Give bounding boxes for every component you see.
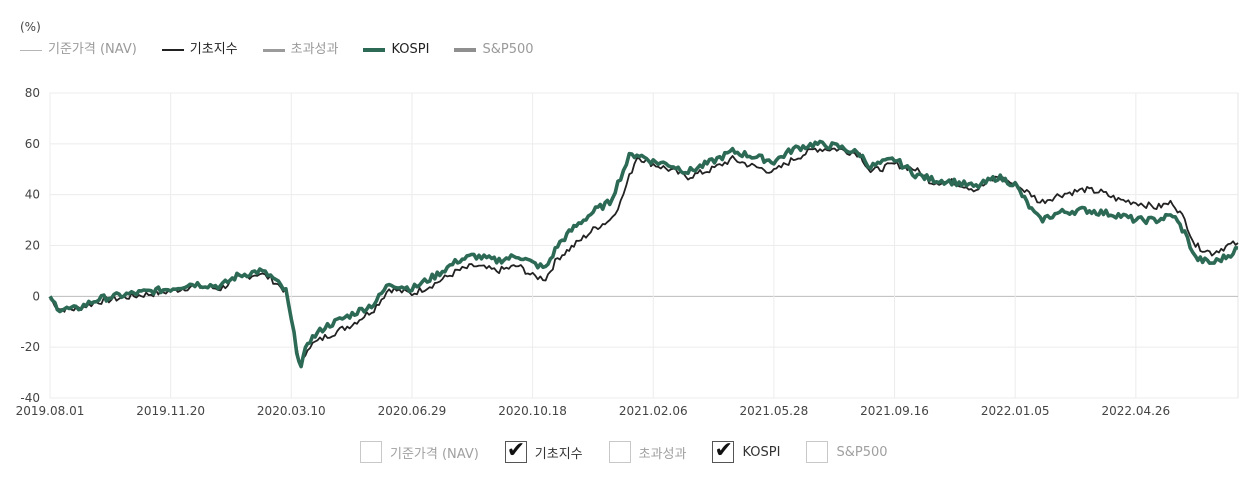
- series-line-kospi: [48, 139, 1239, 369]
- legend-label-sp500: S&P500: [482, 42, 534, 57]
- x-tick-label: 2019.08.01: [16, 404, 85, 418]
- toggle-label-sp500: S&P500: [836, 444, 888, 460]
- legend-item-kospi: KOSPI: [363, 41, 429, 59]
- legend-label-nav: 기준가격 (NAV): [48, 42, 137, 57]
- y-tick-label: -40: [20, 391, 40, 405]
- x-tick-label: 2021.09.16: [860, 404, 929, 418]
- x-tick-label: 2020.03.10: [257, 404, 326, 418]
- y-tick-label: 80: [25, 86, 40, 100]
- checkbox-icon[interactable]: [806, 441, 829, 463]
- checkbox-icon[interactable]: ✔: [504, 438, 527, 463]
- chart-legend: 기준가격 (NAV) 기초지수 초과성과 KOSPI S&P500: [20, 41, 559, 59]
- legend-item-nav: 기준가격 (NAV): [20, 41, 137, 59]
- legend-label-base-index: 기초지수: [189, 42, 238, 57]
- checkbox-icon[interactable]: [360, 441, 382, 463]
- toggle-sp500[interactable]: S&P500: [806, 441, 888, 463]
- toggle-kospi[interactable]: ✔ KOSPI: [712, 438, 781, 463]
- legend-item-base-index: 기초지수: [161, 41, 238, 59]
- legend-swatch-excess-return: [262, 48, 285, 52]
- x-tick-label: 2019.11.20: [136, 404, 205, 418]
- line-chart: 80 60 40 20 0 -20 -40 2019.08.01 2019.11.20 2020…: [16, 86, 1239, 418]
- legend-label-kospi: KOSPI: [391, 42, 430, 57]
- checkbox-icon[interactable]: ✔: [712, 438, 735, 463]
- legend-item-sp500: S&P500: [454, 41, 534, 59]
- legend-swatch-base-index: [161, 49, 184, 51]
- toggle-label-excess-return: 초과성과: [638, 446, 687, 462]
- legend-swatch-sp500: [454, 48, 477, 52]
- legend-label-excess-return: 초과성과: [290, 42, 339, 57]
- checkmark-icon: ✔: [714, 438, 733, 463]
- legend-swatch-kospi: [363, 48, 386, 52]
- y-tick-label: 60: [25, 137, 40, 151]
- legend-swatch-nav: [20, 49, 42, 51]
- y-tick-label: -20: [20, 340, 40, 354]
- x-tick-label: 2021.02.06: [619, 404, 688, 418]
- x-tick-label: 2022.04.26: [1101, 404, 1170, 418]
- chart-series: [48, 139, 1239, 369]
- y-tick-label: 20: [25, 239, 40, 253]
- x-tick-label: 2021.05.28: [740, 404, 809, 418]
- toggle-excess-return[interactable]: 초과성과: [608, 441, 687, 463]
- toggle-label-nav: 기준가격 (NAV): [390, 446, 479, 462]
- y-axis-unit-label: (%): [20, 20, 41, 34]
- chart-grid: [49, 92, 1239, 399]
- series-toggle-bar: 기준가격 (NAV) ✔ 기초지수 초과성과 ✔ KOSPI S&P500: [360, 438, 914, 463]
- x-tick-label: 2020.06.29: [378, 404, 447, 418]
- checkbox-icon[interactable]: [608, 441, 631, 463]
- toggle-nav[interactable]: 기준가격 (NAV): [360, 441, 479, 463]
- series-line-base-index: [49, 147, 1239, 367]
- y-axis-ticks: 80 60 40 20 0 -20 -40: [20, 86, 40, 405]
- checkmark-icon: ✔: [506, 438, 526, 463]
- toggle-label-kospi: KOSPI: [742, 444, 781, 460]
- legend-item-excess-return: 초과성과: [262, 41, 339, 59]
- y-tick-label: 40: [25, 188, 40, 202]
- toggle-base-index[interactable]: ✔ 기초지수: [504, 438, 583, 463]
- x-tick-label: 2020.10.18: [498, 404, 567, 418]
- y-tick-label: 0: [32, 289, 40, 303]
- x-tick-label: 2022.01.05: [981, 404, 1050, 418]
- x-axis-ticks: 2019.08.01 2019.11.20 2020.03.10 2020.06.29…: [16, 404, 1171, 418]
- toggle-label-base-index: 기초지수: [534, 446, 583, 462]
